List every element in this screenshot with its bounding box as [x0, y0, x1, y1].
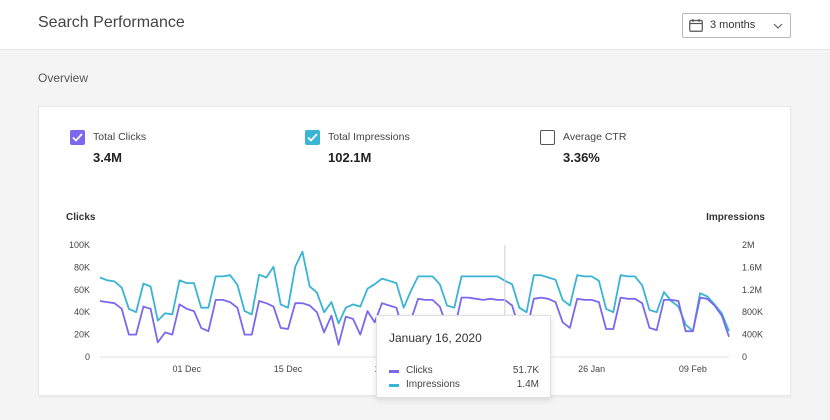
performance-chart[interactable]: Clicks Impressions 100K 80K 60K 40K 20K 0 2M 1.6M… [39, 107, 792, 397]
metric-total-clicks[interactable]: Total Clicks 3.4M [70, 130, 250, 170]
tooltip-series-name: Clicks [406, 365, 433, 376]
metric-value: 3.36% [563, 150, 600, 165]
page-header: Search Performance 3 months [0, 0, 830, 50]
y-left-tick-label: 0 [85, 352, 90, 362]
y-right-tick-label: 2M [742, 240, 755, 250]
metric-total-impressions[interactable]: Total Impressions 102.1M [305, 130, 485, 170]
y-left-tick-label: 100K [69, 240, 90, 250]
y-left-tick-label: 60K [74, 285, 90, 295]
x-tick-label: 26 Jan [578, 364, 605, 374]
tooltip-date: January 16, 2020 [389, 331, 482, 345]
metric-label: Average CTR [563, 131, 627, 143]
tooltip-row-impressions: Impressions 1.4M [389, 379, 539, 391]
x-tick-label: 01 Dec [172, 364, 201, 374]
metric-value: 102.1M [328, 150, 372, 165]
left-axis-title: Clicks [66, 212, 96, 223]
y-right-tick-label: 800K [742, 307, 763, 317]
tooltip-row-clicks: Clicks 51.7K [389, 365, 539, 377]
y-right-tick-label: 1.6M [742, 262, 762, 272]
tooltip-series-name: Impressions [406, 379, 460, 390]
impressions-series-line [99, 250, 730, 333]
clicks-series-line [99, 296, 730, 346]
y-right-tick-label: 400K [742, 330, 763, 340]
metric-value: 3.4M [93, 150, 122, 165]
right-axis-title: Impressions [706, 212, 765, 223]
calendar-icon [689, 19, 703, 32]
metric-average-ctr[interactable]: Average CTR 3.36% [540, 130, 720, 170]
chevron-down-icon [773, 23, 783, 29]
tooltip-series-value: 51.7K [512, 365, 539, 376]
y-left-tick-label: 80K [74, 262, 90, 272]
x-tick-label: 15 Dec [274, 364, 303, 374]
clicks-swatch [389, 370, 399, 373]
y-right-tick-label: 0 [742, 352, 747, 362]
date-range-dropdown[interactable]: 3 months [682, 13, 791, 38]
y-left-tick-label: 20K [74, 330, 90, 340]
y-left-tick-label: 40K [74, 307, 90, 317]
date-range-label: 3 months [710, 19, 756, 31]
checkmark-icon [307, 133, 318, 142]
metric-label: Total Clicks [93, 131, 147, 143]
overview-label: Overview [38, 71, 89, 85]
clicks-checkbox[interactable] [70, 130, 85, 145]
impressions-swatch [389, 384, 399, 387]
ctr-checkbox[interactable] [540, 130, 555, 145]
metric-label: Total Impressions [328, 131, 410, 143]
chart-tooltip: January 16, 2020 Clicks 51.7K Impression… [376, 315, 551, 398]
tooltip-series-value: 1.4M [516, 379, 539, 390]
checkmark-icon [72, 133, 83, 142]
overview-card: Total Clicks 3.4M Total Impressions 102.… [38, 106, 792, 398]
impressions-checkbox[interactable] [305, 130, 320, 145]
page-title: Search Performance [38, 14, 185, 31]
x-tick-label: 09 Feb [679, 364, 707, 374]
y-right-tick-label: 1.2M [742, 285, 762, 295]
